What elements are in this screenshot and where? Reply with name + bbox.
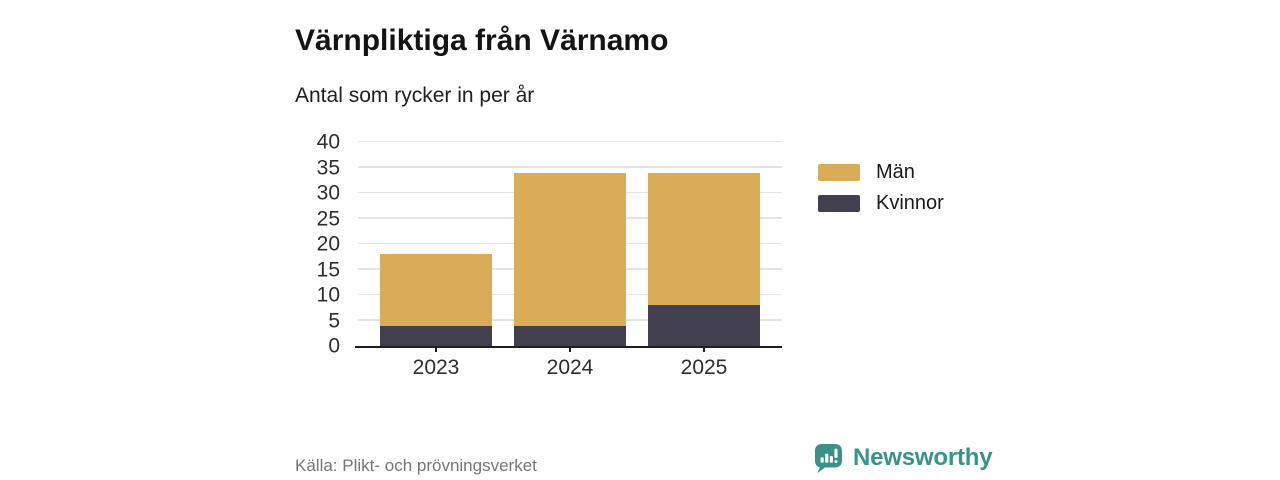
chart-title: Värnpliktiga från Värnamo [295,24,669,58]
legend-item-men: Män [818,162,944,182]
y-tick-label-0: 0 [328,334,340,358]
y-tick-label-20: 20 [316,232,340,256]
x-tick-2024 [569,346,571,352]
legend-label-men: Män [876,161,915,183]
bar-segment-kvinnor-2025 [648,305,760,346]
plot-area [355,140,782,352]
y-tick-label-30: 30 [316,181,340,205]
legend-label-women: Kvinnor [876,192,944,214]
legend-item-women: Kvinnor [818,193,944,213]
y-tick-label-35: 35 [316,156,340,179]
legend-swatch-women [818,194,860,212]
bar-segment-män-2023 [380,254,492,326]
x-tick-2025 [703,346,705,352]
bar-segment-kvinnor-2024 [514,325,626,346]
source-note: Källa: Plikt- och prövningsverket [295,456,537,475]
x-axis-tick-labels: 2023 2024 2025 [358,356,782,386]
x-axis-line [355,345,782,348]
x-tick-label-2023: 2023 [412,356,460,379]
y-tick-label-40: 40 [316,130,340,154]
legend: Män Kvinnor [818,162,944,224]
chart-subtitle: Antal som rycker in per år [295,84,535,107]
legend-swatch-men [818,163,860,181]
x-tick-2023 [435,346,437,352]
bar-segment-män-2025 [648,172,760,306]
newsworthy-brand[interactable]: Newsworthy [812,441,993,475]
y-tick-label-25: 25 [316,207,340,230]
y-tick-label-5: 5 [328,309,340,332]
y-axis-labels: 0 5 10 15 20 25 30 35 40 [280,132,348,357]
y-tick-label-15: 15 [316,258,340,281]
x-tick-label-2024: 2024 [546,356,594,379]
gridline-40 [358,140,782,142]
gridline-35 [358,166,782,168]
bar-segment-kvinnor-2023 [380,325,492,346]
newsworthy-wordmark: Newsworthy [853,444,993,471]
y-tick-label-10: 10 [316,283,340,307]
x-tick-label-2025: 2025 [680,356,728,379]
bar-segment-män-2024 [514,172,626,326]
newsworthy-logo-icon [815,444,842,473]
